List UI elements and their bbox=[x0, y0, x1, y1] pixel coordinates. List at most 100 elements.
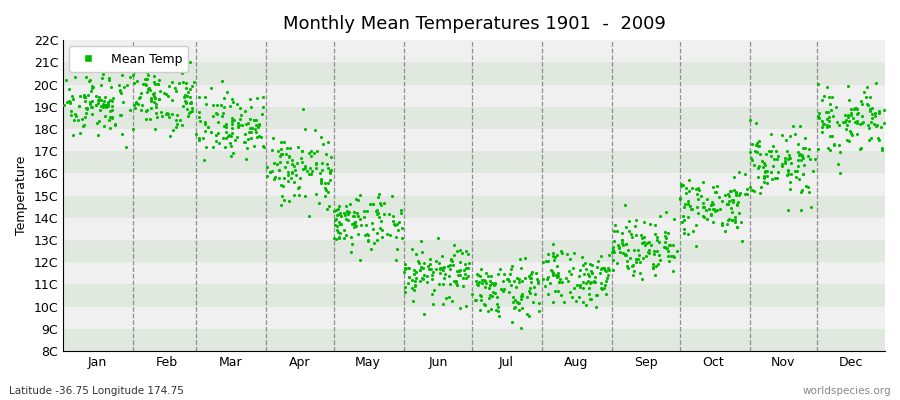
Point bbox=[244, 135, 258, 141]
Point bbox=[284, 169, 299, 176]
Point bbox=[618, 251, 633, 257]
Point bbox=[681, 200, 696, 207]
Point bbox=[781, 207, 796, 213]
Point bbox=[613, 249, 627, 256]
Point bbox=[804, 203, 818, 210]
Point bbox=[219, 120, 233, 127]
Point bbox=[79, 104, 94, 111]
Point bbox=[526, 299, 540, 306]
Point bbox=[738, 170, 752, 177]
Point bbox=[314, 180, 328, 186]
Point bbox=[479, 280, 493, 286]
Point bbox=[610, 228, 625, 234]
Point bbox=[470, 280, 484, 287]
Point bbox=[658, 233, 672, 240]
Point bbox=[284, 174, 299, 181]
Point bbox=[139, 108, 153, 114]
Point bbox=[436, 264, 451, 270]
Point bbox=[392, 226, 406, 233]
Point bbox=[572, 294, 586, 300]
Point bbox=[500, 276, 515, 283]
Point bbox=[598, 282, 612, 288]
Point bbox=[444, 257, 458, 263]
Point bbox=[594, 280, 608, 286]
Point bbox=[77, 94, 92, 100]
Point bbox=[833, 170, 848, 176]
Point bbox=[225, 124, 239, 131]
Point bbox=[303, 148, 318, 154]
Point bbox=[445, 258, 459, 264]
Point bbox=[501, 277, 516, 284]
Point bbox=[713, 206, 727, 213]
Point bbox=[865, 115, 879, 122]
Point bbox=[143, 86, 157, 93]
Point bbox=[652, 239, 666, 246]
Point bbox=[862, 136, 877, 143]
Point bbox=[598, 290, 613, 297]
Point bbox=[390, 256, 404, 263]
Point bbox=[142, 85, 157, 92]
Point bbox=[615, 230, 629, 236]
Point bbox=[101, 103, 115, 110]
Point bbox=[244, 129, 258, 135]
Point bbox=[573, 284, 588, 290]
Point bbox=[338, 212, 353, 218]
Point bbox=[797, 162, 812, 169]
Point bbox=[501, 275, 516, 282]
Point bbox=[309, 161, 323, 167]
Point bbox=[231, 124, 246, 130]
Point bbox=[265, 147, 279, 153]
Point bbox=[453, 267, 467, 273]
Point bbox=[402, 274, 417, 280]
Point bbox=[417, 310, 431, 317]
Point bbox=[479, 270, 493, 276]
Point bbox=[706, 206, 720, 212]
Point bbox=[730, 201, 744, 208]
Point bbox=[508, 297, 522, 303]
Point bbox=[203, 129, 218, 136]
Point bbox=[130, 78, 144, 84]
Point bbox=[492, 313, 507, 320]
Point bbox=[648, 222, 662, 229]
Point bbox=[594, 253, 608, 259]
Point bbox=[607, 249, 621, 256]
Point bbox=[436, 300, 450, 307]
Point bbox=[216, 135, 230, 141]
Point bbox=[219, 123, 233, 130]
Point bbox=[423, 256, 437, 262]
Point bbox=[425, 272, 439, 278]
Point bbox=[706, 206, 721, 212]
Point bbox=[457, 271, 472, 278]
Point bbox=[338, 216, 353, 222]
Point bbox=[625, 234, 639, 240]
Point bbox=[163, 132, 177, 139]
Point bbox=[220, 132, 235, 139]
Point bbox=[868, 80, 883, 87]
Point bbox=[327, 235, 341, 241]
Point bbox=[321, 139, 336, 145]
Point bbox=[696, 200, 710, 206]
Point bbox=[784, 160, 798, 166]
Point bbox=[238, 131, 252, 138]
Point bbox=[749, 120, 763, 126]
Point bbox=[97, 123, 112, 129]
Point bbox=[73, 130, 87, 136]
Point bbox=[760, 172, 774, 179]
Point bbox=[725, 197, 740, 204]
Point bbox=[681, 177, 696, 184]
Point bbox=[104, 114, 119, 120]
Point bbox=[590, 264, 604, 270]
Point bbox=[136, 81, 150, 88]
Point bbox=[563, 289, 578, 295]
Point bbox=[623, 255, 637, 261]
Point bbox=[848, 104, 862, 111]
Point bbox=[370, 211, 384, 217]
Point bbox=[750, 149, 764, 156]
Point bbox=[292, 192, 306, 198]
Point bbox=[756, 174, 770, 181]
Point bbox=[248, 143, 262, 150]
Point bbox=[243, 125, 257, 131]
Point bbox=[205, 113, 220, 120]
Point bbox=[758, 161, 772, 168]
Point bbox=[732, 169, 746, 176]
